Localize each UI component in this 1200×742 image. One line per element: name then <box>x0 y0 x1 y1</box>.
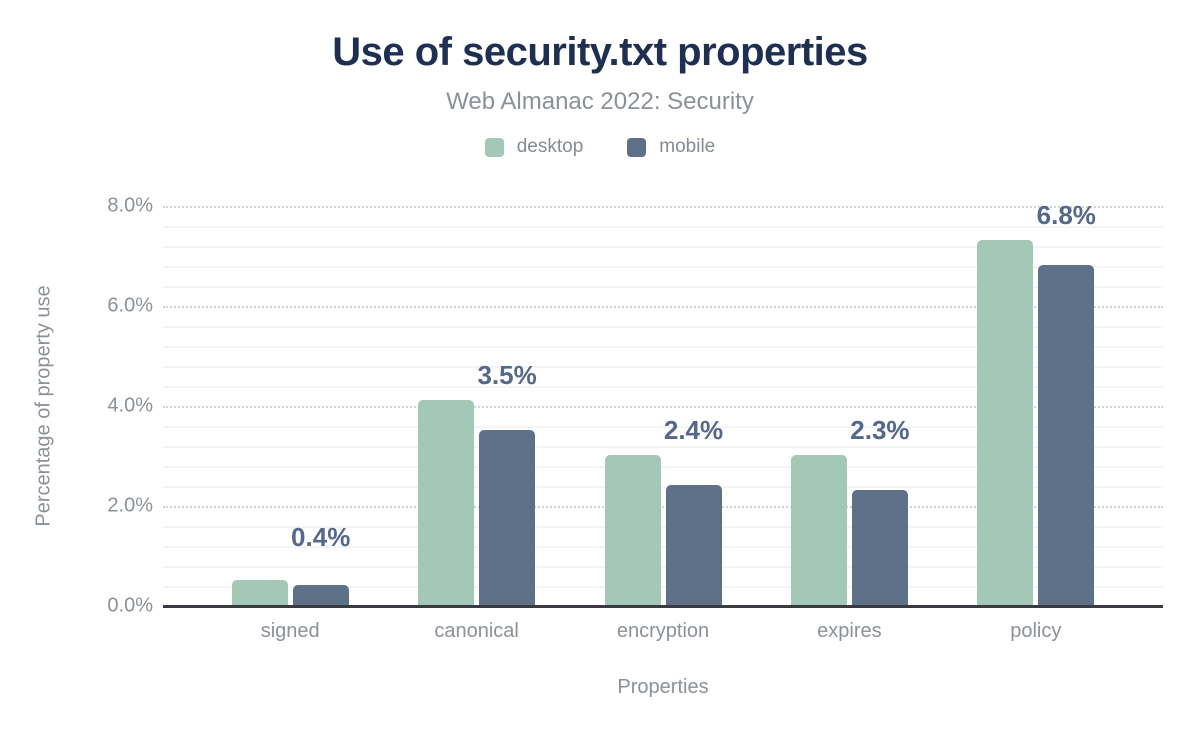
x-category-label-encryption: encryption <box>616 620 710 642</box>
y-axis-title: Percentage of property use <box>32 285 55 527</box>
x-category-label-expires: expires <box>817 620 882 642</box>
gridline-minor <box>163 386 1163 388</box>
gridline-minor <box>163 326 1163 328</box>
gridline-major <box>163 406 1163 408</box>
bar-desktop-signed <box>231 580 288 605</box>
gridline-minor <box>163 446 1163 448</box>
x-axis-line <box>163 605 1163 608</box>
gridline-minor <box>163 526 1163 528</box>
x-category-label-policy: policy <box>1010 620 1062 642</box>
x-category-label-canonical: canonical <box>434 620 519 642</box>
bar-groups <box>197 206 1129 605</box>
bar-mobile-expires <box>851 490 908 605</box>
data-label-signed: 0.4% <box>291 522 351 552</box>
gridline-minor <box>163 426 1163 428</box>
y-tick-label: 6.0% <box>107 294 153 317</box>
bar-group-expires <box>756 206 942 605</box>
gridline-minor <box>163 566 1163 568</box>
bar-desktop-expires <box>790 455 847 605</box>
data-label-encryption: 2.4% <box>663 415 724 445</box>
bar-desktop-policy <box>977 240 1034 605</box>
bar-mobile-signed <box>292 585 349 605</box>
legend-swatch-mobile <box>627 137 647 157</box>
gridline-major <box>163 506 1163 508</box>
gridline-minor <box>163 346 1163 348</box>
legend: desktop mobile <box>0 136 1200 158</box>
gridline-minor <box>163 486 1163 488</box>
legend-item-mobile[interactable]: mobile <box>627 136 715 158</box>
legend-swatch-desktop <box>484 137 504 157</box>
x-axis-title: Properties <box>617 676 709 698</box>
bar-mobile-encryption <box>665 485 722 605</box>
y-tick-label: 2.0% <box>107 494 153 517</box>
gridline-minor <box>163 546 1163 548</box>
bar-desktop-encryption <box>604 455 661 605</box>
plot-area: 0.0% 2.0% 4.0% 6.0% 8.0% 0.4% signed 3.5% canoni… <box>107 195 1163 642</box>
bar-mobile-policy <box>1038 265 1095 605</box>
gridline-minor <box>163 246 1163 248</box>
gridline-minor <box>163 266 1163 268</box>
legend-label: desktop <box>516 136 584 157</box>
bar-mobile-canonical <box>479 430 536 605</box>
gridline-minor <box>163 286 1163 288</box>
bar-group-policy <box>943 206 1129 605</box>
x-category-label-signed: signed <box>260 620 320 642</box>
data-label-expires: 2.3% <box>850 415 910 445</box>
gridline-minor <box>163 586 1163 588</box>
y-tick-label: 0.0% <box>107 594 153 617</box>
gridline-minor <box>163 366 1163 368</box>
y-tick-label: 4.0% <box>107 394 153 417</box>
legend-item-desktop[interactable]: desktop <box>484 136 584 158</box>
gridline-major <box>163 206 1163 208</box>
legend-label: mobile <box>659 136 716 157</box>
chart-title: Use of security.txt properties <box>332 30 868 74</box>
chart-subtitle: Web Almanac 2022: Security <box>446 88 754 115</box>
y-tick-label: 8.0% <box>107 194 153 217</box>
gridline-minor <box>163 226 1163 228</box>
bar-group-encryption <box>570 206 756 605</box>
bar-group-canonical <box>383 206 569 605</box>
bar-desktop-canonical <box>418 400 475 605</box>
bar-group-signed <box>197 206 383 605</box>
gridline-major <box>163 306 1163 308</box>
data-label-policy: 6.8% <box>1036 200 1096 230</box>
gridline-minor <box>163 466 1163 468</box>
data-label-canonical: 3.5% <box>477 360 537 390</box>
